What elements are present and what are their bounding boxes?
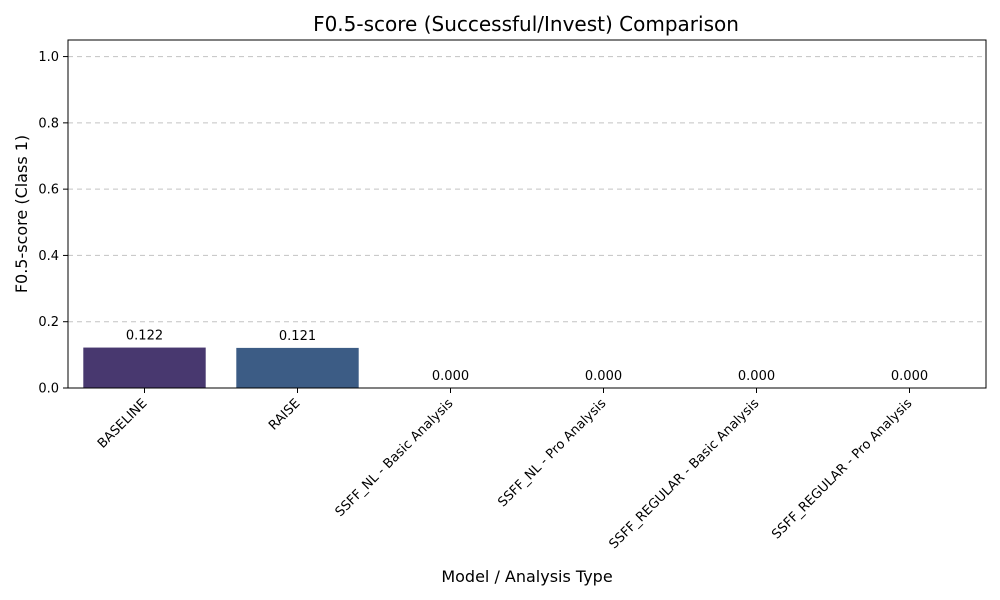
- x-tick-label: SSFF_NL - Basic Analysis: [333, 396, 457, 520]
- bar-value-label: 0.000: [585, 369, 622, 384]
- y-tick-label: 0.4: [38, 249, 59, 264]
- x-tick-label: SSFF_REGULAR - Pro Analysis: [769, 396, 915, 542]
- gridlines: [68, 56, 986, 323]
- y-tick-label: 0.2: [38, 315, 59, 330]
- y-axis-label: F0.5-score (Class 1): [12, 135, 31, 293]
- y-tick-label: 0.6: [38, 183, 59, 198]
- chart-title: F0.5-score (Successful/Invest) Compariso…: [313, 12, 739, 36]
- bar-value-label: 0.122: [126, 329, 163, 344]
- y-tick-label: 0.8: [38, 116, 59, 131]
- bar-value-label: 0.000: [738, 369, 775, 384]
- bars: [83, 347, 359, 388]
- bar-value-label: 0.121: [279, 329, 316, 344]
- bar-value-label: 0.000: [432, 369, 469, 384]
- y-tick-label: 0.0: [38, 382, 59, 397]
- x-tick-label: BASELINE: [95, 396, 150, 451]
- bar: [236, 347, 359, 388]
- bar-value-label: 0.000: [891, 369, 928, 384]
- bar: [83, 347, 206, 388]
- x-tick-label: SSFF_REGULAR - Basic Analysis: [607, 396, 763, 552]
- x-tick-label: SSFF_NL - Pro Analysis: [495, 396, 609, 510]
- x-axis-label: Model / Analysis Type: [441, 567, 612, 586]
- x-tick-label: RAISE: [266, 396, 303, 433]
- y-axis-ticks: 0.0 0.2 0.4 0.6 0.8 1.0: [38, 50, 68, 397]
- data-labels: 0.122 0.121 0.000 0.000 0.000 0.000: [126, 329, 928, 384]
- plot-frame: [67, 39, 987, 389]
- x-axis-ticks: BASELINE RAISE SSFF_NL - Basic Analysis SSF…: [95, 388, 915, 552]
- y-tick-label: 1.0: [38, 50, 59, 65]
